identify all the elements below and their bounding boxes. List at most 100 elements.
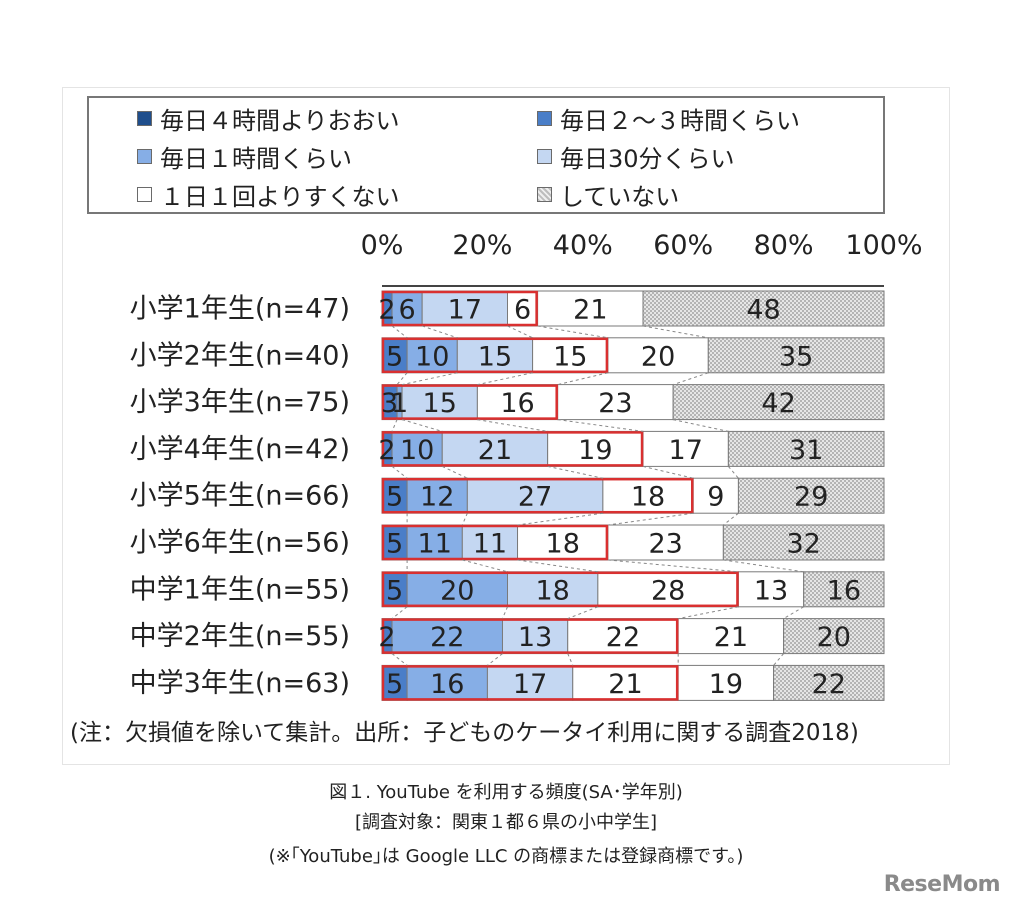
data-label: 2 [378, 622, 395, 653]
connector-line [727, 466, 739, 479]
legend-label: 毎日１時間くらい [160, 144, 352, 173]
data-label: 5 [386, 529, 403, 560]
bar-segment [406, 664, 488, 701]
bar-segment [456, 337, 534, 374]
data-label: 3 [381, 388, 398, 419]
bar-segment [486, 664, 574, 701]
category-label: 中学3年生(n=63) [130, 668, 350, 699]
data-label: 21 [714, 622, 748, 653]
data-label: 5 [386, 669, 403, 700]
bar-segment [567, 618, 679, 655]
legend-swatch [137, 148, 152, 164]
connector-line [547, 465, 603, 479]
data-label: 10 [415, 341, 449, 372]
caption-subtitle: [調査対象：関東１都６県の小中学生] [354, 812, 658, 833]
legend-swatch [537, 148, 552, 164]
bar-segment [707, 337, 885, 374]
data-label: 28 [651, 575, 685, 606]
x-tick-label: 40% [553, 230, 613, 261]
connector-line [396, 372, 408, 385]
legend-label: 毎日２～３時間くらい [560, 106, 800, 135]
connector-line [461, 513, 468, 526]
connector-line [537, 325, 608, 339]
data-label: 29 [794, 482, 828, 513]
connector-line [477, 419, 548, 432]
bar-segment [406, 524, 463, 561]
data-label: 2 [378, 435, 395, 466]
bar-segment [401, 384, 478, 421]
x-tick-label: 60% [653, 230, 713, 261]
legend: 毎日４時間よりおおい 毎日２～３時間くらい 毎日１時間くらい 毎日30分くらい … [87, 96, 885, 214]
connector-line [557, 419, 644, 432]
bar-segment [421, 290, 508, 327]
category-label: 中学1年生(n=55) [130, 574, 350, 605]
category-label: 小学1年生(n=47) [130, 294, 350, 325]
connector-line [673, 372, 709, 386]
data-label: 11 [418, 529, 452, 560]
data-label: 16 [500, 388, 534, 419]
data-label: 22 [606, 622, 640, 653]
data-label: 9 [707, 482, 724, 513]
category-label: 小学5年生(n=66) [130, 481, 350, 512]
category-label: 小学4年生(n=42) [130, 434, 350, 465]
bar-segment [381, 664, 408, 701]
legend-swatch [537, 110, 552, 126]
category-label: 小学6年生(n=56) [130, 528, 350, 559]
data-label: 16 [827, 575, 861, 606]
x-axis: 0% 20% 40% 60% 80% 100% [361, 230, 923, 287]
legend-item: 毎日４時間よりおおい [137, 102, 400, 135]
bar-segment [597, 571, 739, 608]
legend-item: 毎日１時間くらい [137, 140, 352, 173]
data-label: 6 [399, 295, 416, 326]
connector-line [783, 606, 804, 620]
connector-line [477, 372, 533, 386]
data-label: 17 [669, 435, 703, 466]
connector-line [442, 465, 468, 479]
data-label: 21 [573, 295, 607, 326]
connector-line [391, 419, 398, 432]
legend-item: 毎日２～３時間くらい [537, 102, 800, 135]
legend-label: 毎日30分くらい [560, 144, 735, 173]
data-label: 17 [448, 295, 482, 326]
data-label: 19 [578, 435, 612, 466]
connector-line [517, 559, 598, 573]
legend-swatch [537, 186, 552, 202]
connector-line [673, 419, 729, 432]
data-label: 23 [598, 388, 632, 419]
daily-highlight-outline [381, 524, 609, 561]
connector-line [567, 653, 574, 666]
bar-segment [557, 384, 674, 421]
daily-highlight-outline [381, 384, 558, 420]
data-label: 1 [391, 388, 408, 419]
bar-segment [642, 290, 885, 327]
bar-segment [672, 384, 885, 421]
data-label: 12 [420, 482, 454, 513]
connector-line [517, 512, 603, 526]
daily-highlight-outline [381, 337, 609, 374]
data-label: 23 [648, 529, 682, 560]
bar-segment [722, 524, 885, 561]
connector-line [462, 559, 508, 573]
bar-segment [391, 290, 423, 327]
data-label: 22 [812, 669, 846, 700]
data-label: 35 [779, 341, 813, 372]
legend-swatch [137, 186, 152, 202]
note-text: (注：欠損値を除いて集計。出所：子どものケータイ利用に関する調査2018) [70, 720, 859, 746]
data-label: 16 [430, 669, 464, 700]
legend-label: 毎日４時間よりおおい [160, 106, 400, 135]
bar-segment [607, 337, 709, 374]
data-label: 18 [631, 482, 665, 513]
data-label: 5 [386, 482, 403, 513]
legend-item: 毎日30分くらい [537, 140, 735, 173]
x-tick-label: 80% [754, 230, 814, 261]
daily-highlight-outline [381, 618, 679, 654]
bar-segment [547, 430, 644, 467]
data-label: 21 [608, 669, 642, 700]
legend-item: していない [537, 178, 679, 211]
bar-segment [391, 618, 503, 655]
bar-segment [727, 430, 885, 467]
bar-segment [737, 571, 805, 608]
data-label: 5 [386, 575, 403, 606]
